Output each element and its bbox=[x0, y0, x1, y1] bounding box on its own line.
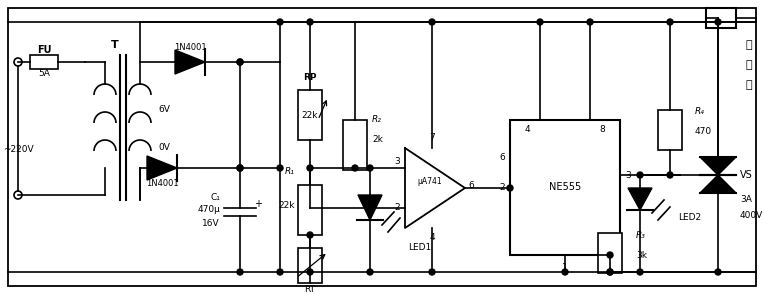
Circle shape bbox=[562, 269, 568, 275]
Text: 8: 8 bbox=[599, 126, 605, 134]
Polygon shape bbox=[405, 148, 465, 228]
Circle shape bbox=[307, 269, 313, 275]
Circle shape bbox=[237, 59, 243, 65]
Circle shape bbox=[277, 165, 283, 171]
Text: 3: 3 bbox=[394, 158, 400, 166]
Text: VS: VS bbox=[740, 170, 753, 180]
Text: R₃: R₃ bbox=[636, 230, 646, 240]
Text: ~220V: ~220V bbox=[3, 146, 34, 155]
Text: 电: 电 bbox=[746, 40, 753, 50]
Text: RP: RP bbox=[303, 74, 317, 83]
Circle shape bbox=[277, 19, 283, 25]
Text: 6V: 6V bbox=[158, 106, 170, 114]
Circle shape bbox=[715, 19, 721, 25]
Text: 3k: 3k bbox=[636, 250, 647, 260]
Text: 7: 7 bbox=[429, 133, 435, 143]
Circle shape bbox=[237, 165, 243, 171]
Text: 丝: 丝 bbox=[746, 80, 753, 90]
Text: 16V: 16V bbox=[202, 220, 220, 228]
Text: RT: RT bbox=[305, 285, 316, 294]
Text: 5A: 5A bbox=[38, 69, 50, 78]
Circle shape bbox=[587, 19, 593, 25]
Text: R₄: R₄ bbox=[695, 108, 705, 116]
Text: 400V: 400V bbox=[740, 211, 763, 220]
Text: +: + bbox=[254, 199, 262, 209]
Text: FU: FU bbox=[37, 45, 51, 55]
Bar bbox=[30, 55, 58, 69]
Polygon shape bbox=[175, 50, 205, 74]
Text: 470μ: 470μ bbox=[197, 206, 220, 215]
Circle shape bbox=[537, 19, 543, 25]
Circle shape bbox=[429, 19, 435, 25]
Text: 4: 4 bbox=[525, 126, 531, 134]
Text: NE555: NE555 bbox=[549, 182, 581, 192]
Bar bbox=[343, 120, 367, 170]
Bar bbox=[298, 185, 322, 235]
Text: 2k: 2k bbox=[372, 136, 383, 144]
Bar bbox=[298, 90, 322, 140]
Text: R₁: R₁ bbox=[285, 168, 295, 176]
Bar bbox=[706, 8, 736, 28]
Circle shape bbox=[637, 269, 643, 275]
Text: 2: 2 bbox=[394, 203, 400, 213]
Polygon shape bbox=[700, 157, 736, 175]
Circle shape bbox=[307, 19, 313, 25]
Bar bbox=[510, 120, 620, 255]
Circle shape bbox=[607, 269, 613, 275]
Circle shape bbox=[307, 232, 313, 238]
Circle shape bbox=[237, 165, 243, 171]
Text: 3: 3 bbox=[625, 171, 631, 180]
Text: 22k: 22k bbox=[279, 201, 295, 210]
Circle shape bbox=[237, 59, 243, 65]
Text: 1N4001: 1N4001 bbox=[173, 43, 206, 51]
Circle shape bbox=[367, 165, 373, 171]
Circle shape bbox=[14, 191, 22, 199]
Circle shape bbox=[667, 172, 673, 178]
Text: 3A: 3A bbox=[740, 196, 752, 205]
Circle shape bbox=[429, 269, 435, 275]
Circle shape bbox=[14, 58, 22, 66]
Bar bbox=[658, 110, 682, 150]
Polygon shape bbox=[358, 195, 382, 220]
Text: R₂: R₂ bbox=[372, 116, 382, 124]
Bar bbox=[598, 233, 622, 273]
Text: 1: 1 bbox=[562, 263, 568, 271]
Circle shape bbox=[237, 269, 243, 275]
Text: 22k: 22k bbox=[302, 111, 319, 119]
Circle shape bbox=[507, 185, 513, 191]
Text: 1N4001: 1N4001 bbox=[146, 178, 178, 188]
Polygon shape bbox=[700, 175, 736, 193]
Polygon shape bbox=[147, 156, 177, 180]
Circle shape bbox=[667, 19, 673, 25]
Text: LED1: LED1 bbox=[408, 243, 431, 253]
Text: 4: 4 bbox=[429, 233, 435, 243]
Circle shape bbox=[352, 165, 358, 171]
Text: 6: 6 bbox=[468, 181, 474, 191]
Circle shape bbox=[637, 172, 643, 178]
Bar bbox=[298, 248, 322, 283]
Text: 6: 6 bbox=[499, 153, 505, 163]
Text: 2: 2 bbox=[500, 183, 505, 193]
Text: 470: 470 bbox=[695, 128, 712, 136]
Circle shape bbox=[367, 269, 373, 275]
Circle shape bbox=[715, 269, 721, 275]
Polygon shape bbox=[628, 188, 652, 210]
Circle shape bbox=[307, 165, 313, 171]
Text: μA741: μA741 bbox=[418, 178, 442, 186]
Text: LED2: LED2 bbox=[678, 213, 701, 223]
Text: T: T bbox=[111, 40, 119, 50]
Circle shape bbox=[277, 269, 283, 275]
Circle shape bbox=[607, 269, 613, 275]
Text: 热: 热 bbox=[746, 60, 753, 70]
Text: C₁: C₁ bbox=[210, 193, 220, 203]
Text: 0V: 0V bbox=[158, 143, 170, 153]
Circle shape bbox=[607, 252, 613, 258]
